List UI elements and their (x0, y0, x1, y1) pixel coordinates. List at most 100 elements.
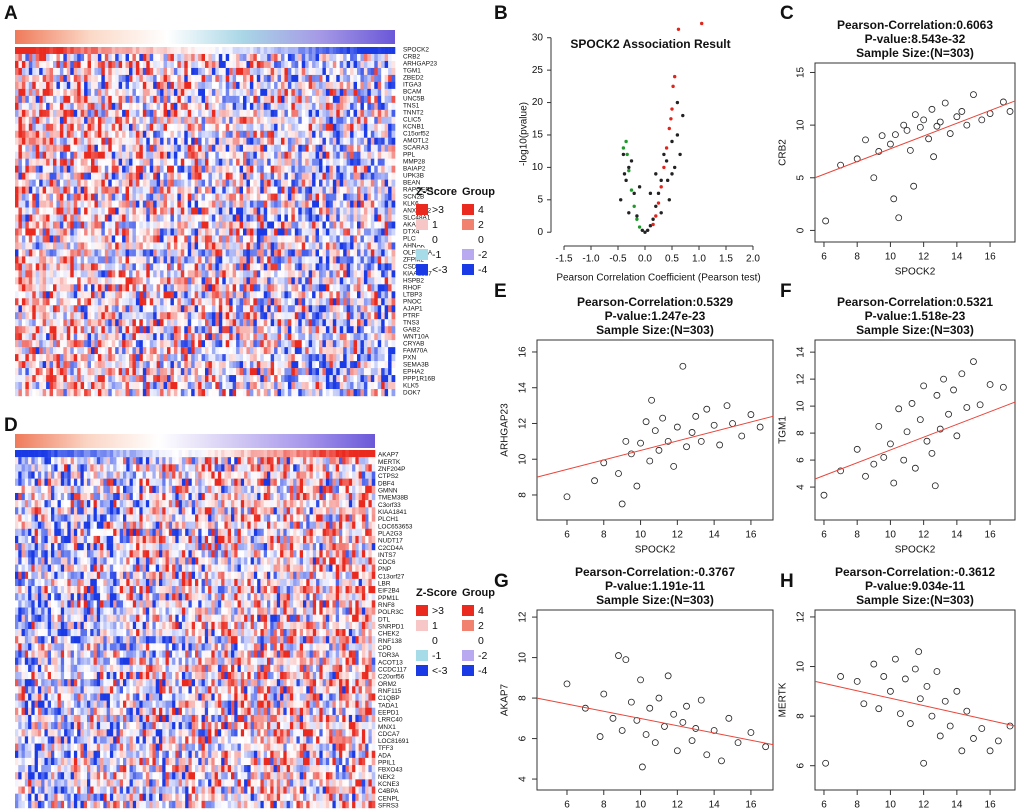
heatmap-cell (104, 319, 109, 327)
heatmap-cell (149, 53, 154, 62)
heatmap-cell (149, 319, 154, 327)
heatmap-cell (91, 221, 95, 229)
heatmap-cell (39, 109, 43, 117)
heatmap-cell (177, 347, 182, 355)
heatmap-cell (325, 88, 330, 97)
heatmap-cell (32, 67, 37, 76)
heatmap-cell (80, 95, 85, 104)
heatmap-cell (139, 95, 144, 104)
heatmap-cell (294, 130, 299, 138)
heatmap-cell (46, 235, 50, 243)
heatmap-cell (236, 214, 240, 222)
heatmap-cell (101, 193, 106, 201)
heatmap-cell (229, 333, 233, 341)
heatmap-cell (115, 228, 119, 236)
heatmap-cell (194, 74, 199, 83)
heatmap-cell (384, 347, 389, 355)
heatmap-cell (260, 151, 265, 159)
heatmap-cell (236, 186, 240, 194)
heatmap-cell (225, 144, 230, 152)
heatmap-cell (267, 116, 271, 124)
heatmap-cell (163, 284, 168, 292)
heatmap-cell (305, 193, 309, 201)
heatmap-cell (21, 277, 26, 285)
heatmap-cell (101, 277, 106, 285)
heatmap-cell (239, 53, 244, 62)
heatmap-cell (315, 263, 320, 271)
heatmap-cell (332, 263, 337, 271)
heatmap-cell (208, 277, 213, 285)
heatmap-cell (222, 214, 227, 222)
heatmap-cell (163, 347, 168, 355)
heatmap-cell (329, 333, 334, 341)
heatmap-cell (357, 74, 361, 83)
heatmap-cell (122, 305, 126, 313)
heatmap-cell (63, 326, 68, 334)
heatmap-cell (312, 137, 316, 145)
heatmap-cell (346, 88, 351, 97)
heatmap-cell (377, 158, 382, 166)
heatmap-cell (218, 214, 223, 222)
heatmap-cell (267, 88, 271, 97)
heatmap-cell (277, 123, 282, 131)
heatmap-cell (122, 312, 126, 320)
heatmap-cell (21, 109, 26, 117)
heatmap-cell (291, 88, 296, 97)
heatmap-cell (84, 130, 88, 138)
heatmap-cell (332, 81, 337, 90)
heatmap-cell (187, 298, 192, 306)
heatmap-cell (173, 207, 178, 215)
heatmap-cell (208, 116, 213, 124)
heatmap-cell (336, 67, 341, 76)
heatmap-cell (160, 165, 164, 173)
heatmap-cell (346, 326, 351, 334)
heatmap-cell (325, 47, 330, 55)
heatmap-cell (312, 116, 316, 124)
heatmap-cell (77, 263, 81, 271)
heatmap-cell (187, 193, 192, 201)
heatmap-cell (170, 305, 175, 313)
heatmap-cell (325, 102, 330, 111)
heatmap-cell (208, 109, 213, 117)
heatmap-cell (291, 207, 296, 215)
heatmap-cell (122, 284, 126, 292)
heatmap-cell (56, 354, 61, 362)
heatmap-cell (346, 277, 351, 285)
heatmap-cell (184, 256, 189, 264)
heatmap-cell (187, 340, 192, 348)
heatmap-cell (260, 144, 265, 152)
heatmap-cell (363, 298, 368, 306)
heatmap-cell (287, 319, 292, 327)
heatmap-cell (384, 179, 389, 187)
heatmap-cell (215, 235, 220, 243)
heatmap-cell (163, 326, 168, 334)
heatmap-cell (384, 319, 389, 327)
heatmap-cell (39, 67, 43, 76)
heatmap-cell (84, 284, 88, 292)
heatmap-cell (18, 270, 23, 278)
heatmap-cell (21, 47, 26, 55)
heatmap-cell (374, 242, 379, 250)
heatmap-cell (367, 193, 372, 201)
heatmap-cell (315, 235, 320, 243)
heatmap-cell (191, 284, 195, 292)
heatmap-cell (218, 193, 223, 201)
heatmap-cell (167, 291, 171, 299)
heatmap-cell (142, 102, 147, 111)
heatmap-cell (198, 109, 202, 117)
heatmap-cell (319, 263, 323, 271)
heatmap-cell (374, 60, 379, 69)
heatmap-cell (163, 186, 168, 194)
heatmap-cell (211, 298, 216, 306)
heatmap-cell (322, 165, 327, 173)
heatmap-cell (277, 144, 282, 152)
heatmap-cell (225, 207, 230, 215)
heatmap-cell (42, 53, 47, 62)
heatmap-cell (208, 263, 213, 271)
heatmap-cell (343, 186, 347, 194)
heatmap-cell (263, 81, 268, 90)
heatmap-cell (187, 256, 192, 264)
heatmap-cell (391, 256, 396, 264)
heatmap-cell (218, 130, 223, 138)
heatmap-cell (246, 298, 251, 306)
